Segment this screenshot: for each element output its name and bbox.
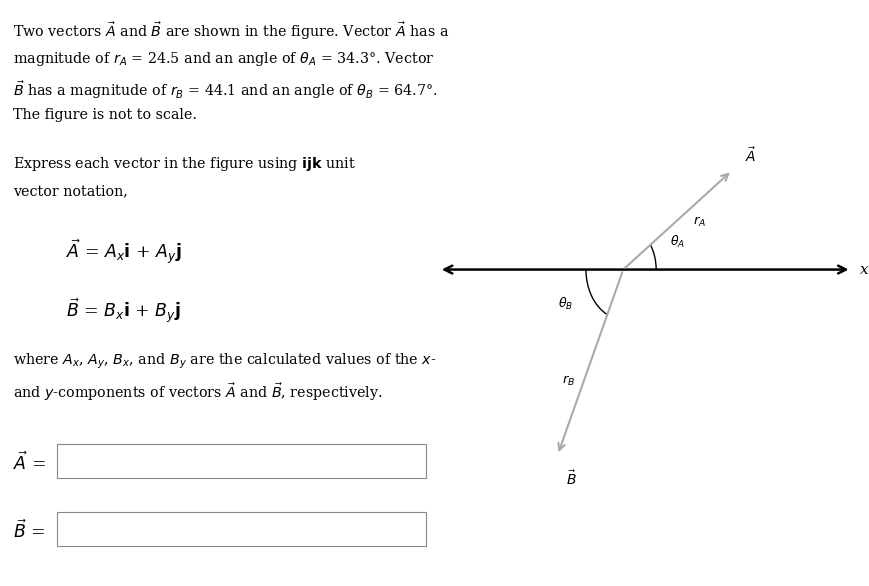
- Text: and $y$-components of vectors $\vec{A}$ and $\vec{B}$, respectively.: and $y$-components of vectors $\vec{A}$ …: [13, 381, 383, 403]
- Text: $\vec{B}$: $\vec{B}$: [567, 469, 577, 488]
- Text: $\theta_B$: $\theta_B$: [558, 296, 573, 312]
- Text: $\vec{B}$ = $B_x\mathbf{i}$ + $B_y\mathbf{j}$: $\vec{B}$ = $B_x\mathbf{i}$ + $B_y\mathb…: [66, 296, 181, 325]
- Text: magnitude of $r_A$ = 24.5 and an angle of $\theta_A$ = 34.3°. Vector: magnitude of $r_A$ = 24.5 and an angle o…: [13, 50, 434, 68]
- Text: $r_A$: $r_A$: [693, 215, 706, 229]
- Text: where $A_x$, $A_y$, $B_x$, and $B_y$ are the calculated values of the $x$-: where $A_x$, $A_y$, $B_x$, and $B_y$ are…: [13, 352, 437, 371]
- Text: $\theta_A$: $\theta_A$: [670, 234, 686, 250]
- Bar: [57, 444, 426, 478]
- Bar: [57, 512, 426, 546]
- Text: $\vec{B}$ has a magnitude of $r_B$ = 44.1 and an angle of $\theta_B$ = 64.7°.: $\vec{B}$ has a magnitude of $r_B$ = 44.…: [13, 79, 438, 101]
- Text: The figure is not to scale.: The figure is not to scale.: [13, 108, 197, 122]
- Text: $\vec{A}$ = $A_x\mathbf{i}$ + $A_y\mathbf{j}$: $\vec{A}$ = $A_x\mathbf{i}$ + $A_y\mathb…: [66, 237, 182, 266]
- Text: $\vec{A}$ =: $\vec{A}$ =: [13, 452, 46, 474]
- Text: $\vec{A}$: $\vec{A}$: [746, 146, 756, 165]
- Text: x: x: [860, 263, 869, 277]
- Text: vector notation,: vector notation,: [13, 185, 128, 199]
- Text: $\vec{B}$ =: $\vec{B}$ =: [13, 519, 45, 541]
- Text: $r_B$: $r_B$: [562, 374, 575, 388]
- Text: Two vectors $\vec{A}$ and $\vec{B}$ are shown in the figure. Vector $\vec{A}$ ha: Two vectors $\vec{A}$ and $\vec{B}$ are …: [13, 21, 449, 42]
- Text: Express each vector in the figure using $\mathbf{ijk}$ unit: Express each vector in the figure using …: [13, 155, 356, 173]
